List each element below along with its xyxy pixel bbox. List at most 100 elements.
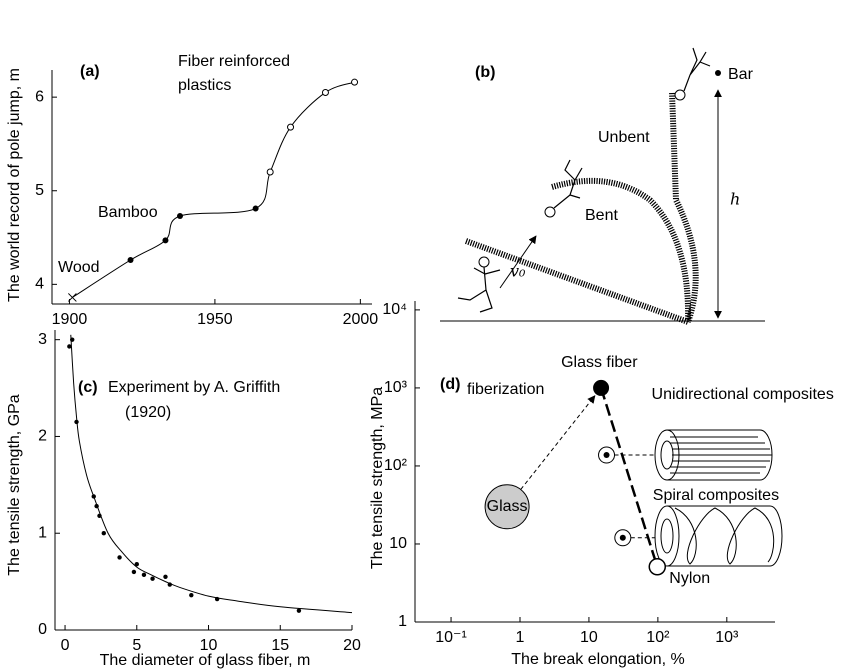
x-axis-label: The break elongation, % [511, 651, 684, 668]
point [484, 484, 530, 530]
vaulter-head [674, 89, 686, 101]
velocity-label: v₀ [510, 262, 526, 281]
x-tick-label: 2000 [343, 311, 379, 328]
bent-label: Bent [585, 207, 618, 224]
point [593, 379, 610, 396]
y-axis-label: The tensile strength, MPa [369, 387, 386, 569]
point [177, 213, 183, 220]
annotation: Bamboo [98, 204, 158, 221]
point [67, 344, 72, 349]
point [296, 608, 302, 613]
x-tick-label: 10³ [715, 629, 739, 646]
y-tick-label: 5 [35, 182, 44, 199]
x-tick-label: 0 [61, 637, 70, 654]
panel-label: (b) [475, 64, 495, 81]
pole-bent [551, 177, 692, 323]
point-label: Nylon [669, 570, 710, 587]
point [351, 78, 359, 86]
point [266, 168, 274, 176]
x-tick-label: 10⁻¹ [435, 629, 467, 646]
x-tick-label: 10 [200, 637, 218, 654]
x-tick-label: 1950 [197, 311, 233, 328]
fiber-lines [670, 436, 772, 474]
x-tick-label: 20 [343, 637, 361, 654]
velocity-arrow [499, 235, 537, 289]
cylinder-end [654, 429, 680, 481]
y-tick-label: 10³ [384, 379, 408, 396]
y-tick-label: 10² [384, 457, 408, 474]
point [648, 558, 667, 576]
point [68, 293, 77, 302]
vaulter-bent [553, 159, 583, 209]
point [117, 555, 122, 560]
y-axis-label: The world record of pole jump, m [6, 68, 23, 302]
unbent-label: Unbent [598, 129, 650, 146]
annotation: fiberization [467, 381, 544, 398]
cylinder-inner [660, 518, 674, 554]
y-tick-label: 6 [35, 88, 44, 105]
trend-line [599, 387, 659, 568]
annotation: Experiment by A. Griffith [108, 379, 280, 396]
annotation: Fiber reinforced [178, 53, 290, 70]
cylinder-end [654, 505, 680, 567]
y-axis-label: The tensile strength, GPa [6, 394, 23, 576]
bar-label: Bar [728, 66, 754, 83]
point [163, 574, 168, 579]
pole-initial [464, 238, 690, 325]
pole-unbent [669, 92, 699, 323]
annotation: (c) [78, 379, 98, 396]
fit-curve [70, 334, 353, 614]
y-tick-label: 3 [38, 331, 47, 348]
bar-point [715, 70, 721, 76]
point-label: Glass [487, 498, 528, 515]
x-axis-label: The diameter of glass fiber, m [100, 652, 311, 669]
x-tick-label: 15 [271, 637, 289, 654]
spiral-cylinder [667, 505, 783, 567]
y-tick-label: 10⁴ [382, 301, 407, 318]
annotation: (1920) [125, 404, 171, 421]
pole-vault-diagram: (b) Bar Unbent Bent h v₀ [440, 47, 765, 325]
point [131, 569, 137, 575]
point [150, 576, 155, 581]
point-center [603, 452, 610, 459]
fiberization-arrow [520, 395, 596, 490]
annotation: Wood [58, 259, 100, 276]
x-tick-label: 10 [580, 629, 598, 646]
annotation: (d) [440, 376, 460, 393]
cylinder-inner [660, 440, 674, 470]
point [287, 123, 295, 131]
point [101, 531, 106, 536]
y-tick-label: 0 [38, 621, 47, 638]
point [189, 592, 194, 598]
annotation: plastics [178, 77, 231, 94]
composite-drawings [654, 429, 783, 567]
y-tick-label: 10 [389, 535, 407, 552]
point-label: Glass fiber [561, 354, 638, 371]
point-label: Unidirectional composites [652, 386, 834, 403]
spiral-winding [674, 507, 775, 565]
point [134, 561, 139, 567]
vaulter-head [478, 256, 490, 268]
record-curve [72, 81, 355, 298]
point [321, 88, 329, 96]
vaulter-top [683, 47, 711, 92]
x-tick-label: 1 [516, 629, 525, 646]
point [252, 205, 259, 212]
point-label: Spiral composites [653, 487, 779, 504]
height-label: h [730, 190, 740, 209]
x-tick-label: 5 [132, 637, 141, 654]
point-center [619, 534, 626, 541]
vaulter-head [544, 206, 556, 218]
x-tick-label: 10² [646, 629, 670, 646]
y-tick-label: 2 [38, 428, 47, 445]
x-tick-label: 1900 [52, 311, 88, 328]
point [141, 572, 147, 578]
y-tick-label: 1 [398, 613, 407, 630]
y-tick-label: 4 [35, 276, 44, 293]
vaulter-runner [457, 266, 501, 313]
y-tick-label: 1 [38, 524, 47, 541]
point [127, 257, 134, 264]
point [162, 237, 169, 244]
annotation: (a) [80, 63, 100, 80]
